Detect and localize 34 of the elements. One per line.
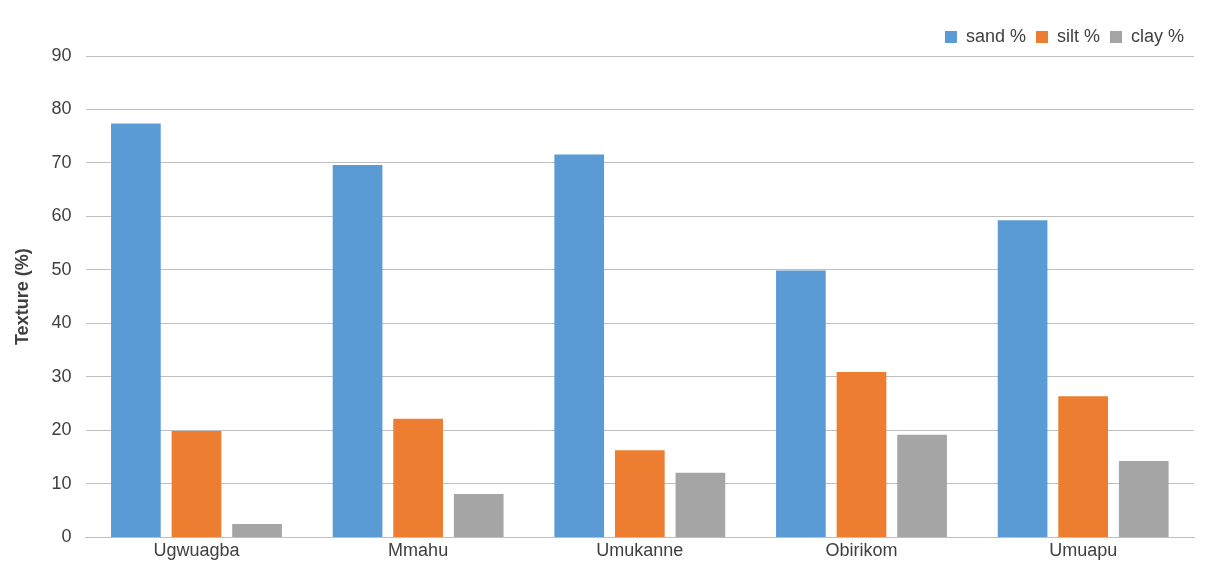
y-tick-label: 60	[51, 205, 72, 226]
bar	[776, 270, 826, 537]
bar	[614, 450, 665, 537]
y-tick-label: 20	[51, 419, 72, 440]
legend-label: silt %	[1056, 25, 1100, 46]
bar	[997, 220, 1048, 537]
y-tick-label: 90	[51, 44, 72, 65]
y-tick-label: 70	[51, 151, 72, 172]
legend-label: sand %	[965, 25, 1026, 46]
bar	[554, 154, 605, 537]
bar	[1118, 460, 1169, 537]
bar	[675, 472, 726, 537]
y-tick-label: 40	[51, 312, 72, 333]
bar	[332, 165, 383, 537]
x-tick-label: Umukanne	[596, 540, 684, 561]
y-tick-label: 30	[51, 365, 72, 386]
bar	[453, 494, 504, 537]
bar	[836, 372, 887, 537]
x-tick-label: Ugwuagba	[153, 540, 241, 561]
y-tick-label: 50	[51, 258, 72, 279]
legend-label: clay %	[1130, 25, 1184, 46]
y-tick-label: 10	[51, 472, 72, 493]
bar	[1058, 396, 1109, 537]
bar	[897, 434, 947, 537]
y-tick-label: 80	[51, 98, 72, 119]
bar	[232, 524, 282, 537]
x-tick-label: Mmahu	[388, 540, 449, 561]
bar	[393, 418, 443, 537]
x-tick-label: Obirikom	[825, 540, 898, 561]
y-tick-label: 0	[61, 526, 72, 547]
x-tick-label: Umuapu	[1049, 540, 1118, 561]
bar	[111, 123, 161, 537]
y-axis-title: Texture (%)	[11, 248, 32, 346]
bar	[171, 430, 222, 537]
